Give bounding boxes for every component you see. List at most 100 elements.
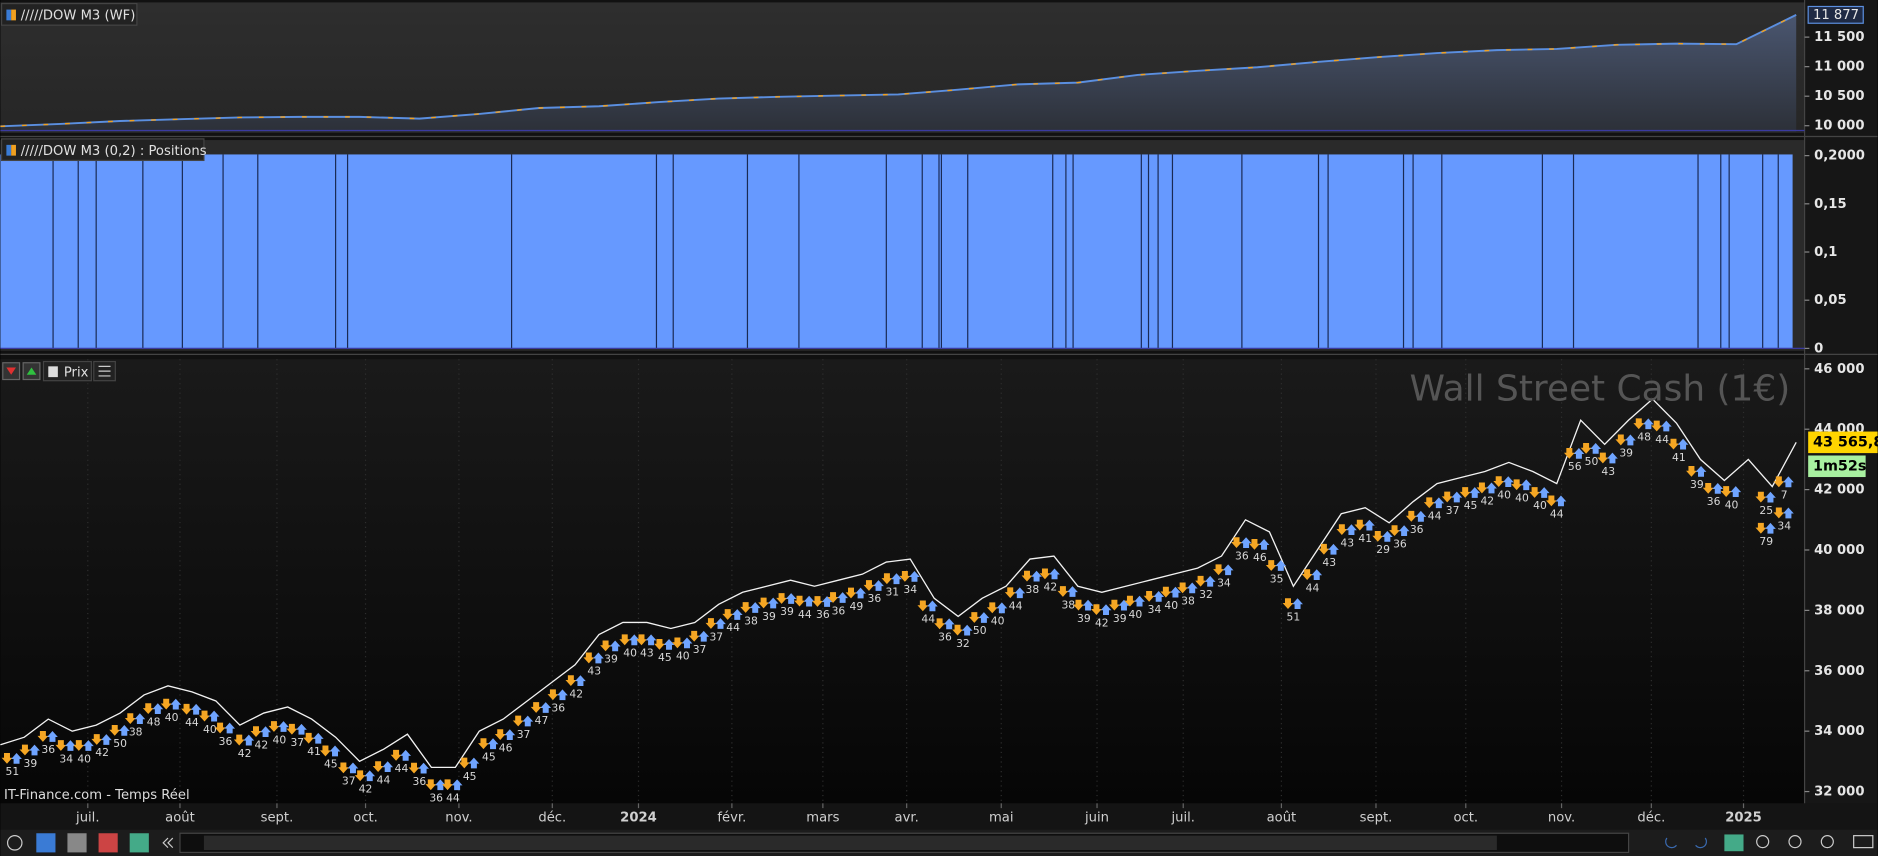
trade-marker: 45 bbox=[458, 757, 480, 783]
trade-count: 79 bbox=[1759, 535, 1773, 548]
trade-count: 48 bbox=[147, 715, 161, 728]
buy-arrow bbox=[1695, 465, 1707, 477]
trade-count: 36 bbox=[429, 792, 443, 805]
trade-count: 34 bbox=[1217, 577, 1231, 590]
x-tick-label: août bbox=[165, 810, 195, 826]
trade-count: 41 bbox=[1358, 532, 1372, 545]
trade-marker: 37 bbox=[286, 723, 307, 749]
tool-button[interactable] bbox=[1724, 834, 1744, 852]
icon bbox=[6, 144, 12, 156]
share-button[interactable] bbox=[6, 835, 23, 851]
sell-arrow bbox=[1301, 569, 1313, 580]
buy-arrow bbox=[118, 725, 130, 736]
sell-arrow bbox=[1039, 568, 1051, 580]
trade-count: 40 bbox=[623, 647, 637, 660]
sell-arrow bbox=[1109, 599, 1120, 611]
trade-marker: 44 bbox=[794, 595, 815, 621]
sell-arrow bbox=[1091, 604, 1102, 616]
trade-marker: 45 bbox=[654, 638, 675, 664]
redo-button[interactable] bbox=[1695, 837, 1707, 849]
sell-arrow bbox=[1318, 543, 1330, 555]
y-tick-label: 11 000 bbox=[1814, 60, 1864, 75]
x-tick-label: oct. bbox=[353, 811, 378, 826]
trade-marker: 36 bbox=[1405, 510, 1427, 536]
trade-marker: 43 bbox=[583, 652, 604, 678]
sell-arrow bbox=[1720, 486, 1732, 497]
sell-arrow bbox=[1423, 497, 1435, 509]
keyboard-button[interactable] bbox=[1853, 835, 1874, 849]
trade-marker: 42 bbox=[354, 770, 376, 795]
y-tick-label: 32 000 bbox=[1814, 785, 1864, 800]
trade-count: 45 bbox=[482, 750, 496, 763]
timer-box bbox=[1808, 455, 1866, 478]
trade-count: 38 bbox=[129, 725, 143, 738]
trade-count: 44 bbox=[1428, 510, 1442, 523]
sell-arrow bbox=[160, 698, 172, 710]
trade-marker: 45 bbox=[320, 745, 341, 771]
buy-arrow bbox=[821, 596, 833, 607]
last-value-label: 11 877 bbox=[1813, 8, 1859, 23]
y-tick-label: 34 000 bbox=[1814, 724, 1864, 739]
sell-arrow bbox=[1493, 476, 1505, 487]
last-price-box bbox=[1808, 431, 1878, 454]
sell-arrow bbox=[1668, 438, 1679, 450]
buy-arrow bbox=[1783, 507, 1794, 519]
position-bar bbox=[0, 154, 1793, 349]
trade-count: 44 bbox=[726, 621, 740, 634]
trade-count: 44 bbox=[921, 613, 935, 626]
trade-marker: 36 bbox=[37, 731, 58, 756]
trade-count: 36 bbox=[832, 604, 846, 617]
x-tick-label: févr. bbox=[717, 810, 746, 826]
buy-arrow bbox=[785, 593, 797, 604]
trade-count: 44 bbox=[1009, 599, 1023, 612]
trade-marker: 42 bbox=[565, 675, 586, 700]
sell-arrow bbox=[1231, 537, 1242, 548]
trade-marker: 44 bbox=[1423, 497, 1445, 523]
trade-marker: 48 bbox=[142, 703, 164, 728]
zoom-out-button[interactable] bbox=[1788, 835, 1802, 849]
trade-marker: 39 bbox=[19, 744, 40, 770]
tool-button[interactable] bbox=[67, 833, 87, 853]
buy-arrow bbox=[1258, 539, 1270, 550]
trade-marker: 43 bbox=[1336, 524, 1357, 549]
sell-arrow bbox=[600, 640, 611, 652]
sell-arrow bbox=[303, 732, 315, 744]
trade-marker: 44 bbox=[1545, 495, 1567, 521]
buy-arrow bbox=[927, 600, 938, 612]
trade-count: 44 bbox=[377, 773, 391, 786]
trade-count: 36 bbox=[938, 631, 952, 644]
sell-arrow bbox=[1773, 476, 1785, 488]
tool-button[interactable] bbox=[129, 833, 149, 853]
zoom-in-button[interactable] bbox=[1820, 835, 1834, 849]
trade-count: 49 bbox=[850, 600, 864, 613]
timer-label: 1m52s bbox=[1813, 458, 1866, 474]
sell-arrow bbox=[1160, 586, 1172, 598]
x-tick-label: oct. bbox=[1453, 811, 1478, 826]
sell-arrow bbox=[1021, 570, 1033, 582]
zoom-button[interactable] bbox=[1756, 835, 1770, 849]
x-tick-label: 2025 bbox=[1725, 811, 1762, 826]
trade-marker: 43 bbox=[1318, 543, 1339, 569]
trade-marker: 46 bbox=[1249, 539, 1270, 564]
trade-count: 36 bbox=[1393, 537, 1407, 550]
sell-arrow bbox=[19, 744, 31, 756]
buy-arrow bbox=[1031, 570, 1042, 582]
trade-count: 37 bbox=[1446, 504, 1460, 517]
sell-arrow bbox=[372, 761, 384, 773]
sell-arrow bbox=[268, 721, 280, 732]
collapse-button[interactable] bbox=[162, 837, 174, 849]
tool-button[interactable] bbox=[36, 833, 56, 853]
buy-arrow bbox=[1607, 452, 1618, 464]
trade-count: 43 bbox=[587, 665, 601, 678]
price-axis-area bbox=[1804, 0, 1878, 830]
buy-arrow bbox=[873, 580, 884, 591]
scroll-thumb[interactable] bbox=[203, 835, 1497, 851]
sell-arrow bbox=[1195, 575, 1206, 587]
buy-arrow bbox=[1642, 418, 1654, 430]
trade-marker: 35 bbox=[1265, 560, 1287, 585]
undo-button[interactable] bbox=[1665, 837, 1677, 849]
tool-button[interactable] bbox=[98, 833, 118, 853]
trade-marker: 44 bbox=[390, 749, 412, 775]
sell-arrow bbox=[1057, 586, 1069, 597]
buy-arrow bbox=[1451, 491, 1463, 503]
